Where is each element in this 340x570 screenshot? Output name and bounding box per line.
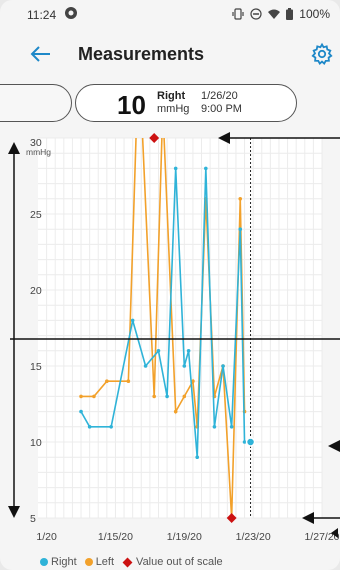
legend-marker bbox=[122, 557, 133, 567]
legend-item-left: Left bbox=[84, 556, 115, 568]
data-point-right bbox=[229, 425, 234, 429]
notification-icon bbox=[65, 7, 77, 19]
data-point-right bbox=[173, 166, 178, 171]
data-point-left bbox=[105, 379, 109, 383]
series-line-left bbox=[81, 138, 246, 518]
battery-icon bbox=[286, 8, 294, 20]
annotation-pointer-arrowhead bbox=[218, 132, 230, 144]
data-point-left bbox=[238, 197, 243, 201]
measurement-chart[interactable]: 5 10 15 20 25 30 mmHg 1/20 1/15/20 1/19/20 1/23/20… bbox=[0, 128, 340, 550]
reading-unit: mmHg bbox=[157, 103, 190, 115]
data-point-right bbox=[204, 166, 208, 171]
data-point-right bbox=[242, 440, 247, 444]
data-point-right bbox=[195, 455, 200, 460]
annotation-arrowhead-up bbox=[8, 142, 20, 154]
chart-legend: Right Left Value out of scale bbox=[40, 555, 223, 569]
status-bar: 11:24 100% bbox=[0, 0, 340, 28]
data-point-right bbox=[221, 364, 225, 368]
battery-percent: 100% bbox=[299, 7, 330, 21]
data-point-left bbox=[126, 379, 131, 383]
data-point-right bbox=[79, 409, 83, 414]
data-point-right bbox=[165, 394, 169, 399]
x-tick-label: 1/27/20 bbox=[304, 531, 339, 543]
data-point-right bbox=[238, 227, 243, 231]
legend-label: Left bbox=[95, 556, 115, 568]
annotation-pointer-arrowhead-small bbox=[331, 528, 338, 538]
data-point-left bbox=[173, 409, 178, 414]
out-of-scale-marker bbox=[149, 133, 160, 143]
data-point-left bbox=[79, 394, 83, 399]
x-tick-label: 1/19/20 bbox=[167, 531, 202, 543]
annotation-arrowhead-down bbox=[8, 506, 20, 518]
data-point-right bbox=[130, 318, 135, 323]
do-not-disturb-icon bbox=[250, 8, 262, 20]
y-axis-unit-label: mmHg bbox=[26, 147, 51, 157]
selected-point-marker bbox=[245, 437, 256, 447]
y-tick-label: 25 bbox=[30, 209, 42, 221]
data-point-right bbox=[109, 425, 113, 429]
annotation-pointer-arrowhead bbox=[328, 440, 340, 452]
legend-label: Value out of scale bbox=[136, 556, 223, 568]
legend-marker bbox=[40, 558, 48, 566]
reading-time: 9:00 PM bbox=[201, 103, 242, 115]
y-tick-label: 5 bbox=[30, 513, 36, 525]
data-point-left bbox=[92, 394, 96, 399]
data-point-right bbox=[87, 425, 92, 429]
x-tick-label: 1/15/20 bbox=[98, 531, 133, 543]
out-of-scale-marker bbox=[226, 513, 237, 523]
reading-date: 1/26/20 bbox=[201, 90, 238, 102]
plot-area bbox=[38, 138, 322, 518]
y-tick-label: 20 bbox=[30, 285, 42, 297]
data-point-right bbox=[143, 364, 148, 368]
data-point-right bbox=[186, 349, 191, 353]
gear-icon[interactable] bbox=[310, 42, 334, 66]
legend-marker bbox=[84, 558, 93, 566]
app-bar: Measurements bbox=[0, 28, 340, 80]
reading-side: Right bbox=[157, 90, 186, 102]
legend-item-value-out-of-scale: Value out of scale bbox=[122, 556, 223, 568]
status-time: 11:24 bbox=[27, 8, 57, 22]
annotation-pointer-arrowhead bbox=[302, 512, 314, 524]
previous-reading-pill[interactable] bbox=[0, 84, 72, 122]
x-tick-label: 1/20 bbox=[36, 531, 57, 543]
data-point-right bbox=[212, 425, 217, 429]
y-tick-label: 10 bbox=[30, 437, 42, 449]
x-tick-label: 1/23/20 bbox=[236, 531, 271, 543]
back-arrow-icon[interactable] bbox=[28, 42, 56, 66]
wifi-icon bbox=[268, 9, 281, 19]
data-point-right bbox=[182, 364, 187, 368]
legend-item-right: Right bbox=[40, 556, 77, 568]
y-tick-label: 30 bbox=[30, 137, 42, 149]
reading-value: 10 bbox=[117, 90, 146, 120]
data-point-left bbox=[191, 379, 195, 383]
data-point-left bbox=[152, 394, 156, 399]
selected-reading-pill[interactable]: 10 Right mmHg 1/26/20 9:00 PM bbox=[75, 84, 297, 122]
vibrate-icon bbox=[232, 8, 244, 20]
data-point-right bbox=[156, 349, 161, 353]
y-tick-label: 15 bbox=[30, 361, 42, 373]
page-title: Measurements bbox=[78, 44, 205, 64]
data-point-left bbox=[182, 394, 187, 399]
legend-label: Right bbox=[51, 556, 77, 568]
status-indicators: 100% bbox=[232, 6, 330, 22]
reading-selector: 10 Right mmHg 1/26/20 9:00 PM bbox=[0, 82, 340, 126]
